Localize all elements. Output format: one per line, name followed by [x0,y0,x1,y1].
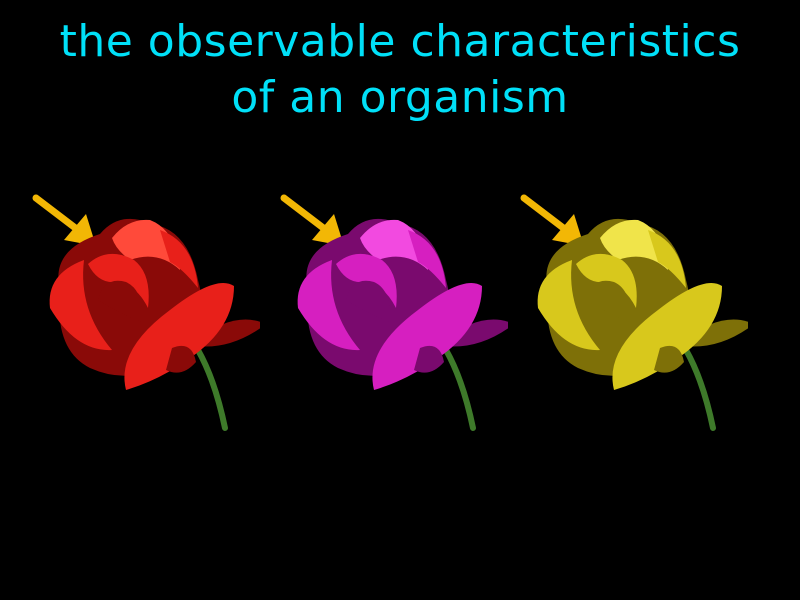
petal-front [372,283,482,390]
petal-core [346,280,391,322]
sepal [444,319,508,347]
arrow-icon [32,194,96,246]
petal-left [297,260,360,351]
arrow-head [312,214,344,246]
stem [443,347,476,431]
yellow-rose [508,190,748,440]
stem [683,347,716,431]
definition-line-2: of an organism [231,72,569,123]
arrow-head [64,214,96,246]
petal-core [586,280,631,322]
arrow-icon [280,194,344,246]
petal-left [537,260,600,351]
definition-text: the observable characteristics of an org… [0,14,800,126]
petal-left [49,260,112,351]
petal-right [408,230,446,288]
petal-front [124,283,234,390]
yellow-rose-graphic [520,194,748,431]
definition-line-1: the observable characteristics [59,16,741,67]
arrow-shaft [520,194,570,234]
magenta-rose-graphic [280,194,508,431]
red-rose [20,190,260,440]
arrow-head [552,214,584,246]
arrow-shaft [280,194,330,234]
arrow-icon [520,194,584,246]
petal-lower [654,345,684,373]
stem [195,347,228,431]
petal-right [648,230,686,288]
sepal [684,319,748,347]
petal-right [160,230,198,288]
petal-front [612,283,722,390]
petal-lower [166,345,196,373]
magenta-rose [268,190,508,440]
sepal [196,319,260,347]
petal-core [98,280,143,322]
petal-lower [414,345,444,373]
arrow-shaft [32,194,82,234]
red-rose-graphic [32,194,260,431]
